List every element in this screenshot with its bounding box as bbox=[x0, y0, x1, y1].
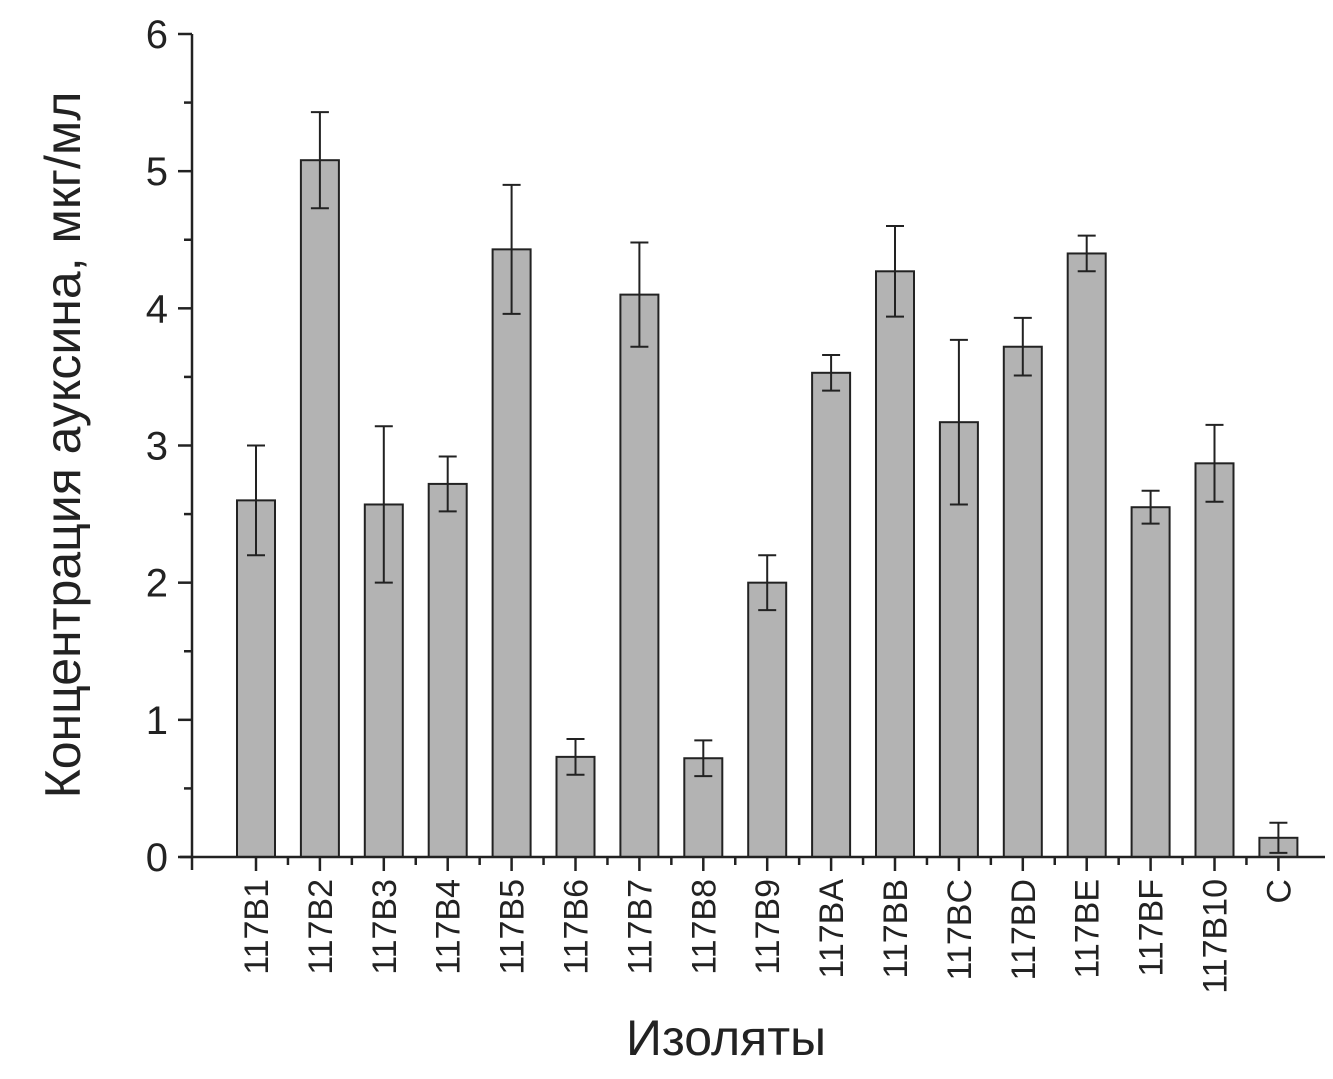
x-tick-label: 117B5 bbox=[494, 879, 532, 975]
x-tick-label: 117BB bbox=[877, 879, 915, 979]
x-tick-label: 117B8 bbox=[685, 879, 723, 975]
bar bbox=[747, 581, 788, 859]
y-tick-label: 6 bbox=[146, 13, 168, 57]
x-tick-label: 117B1 bbox=[238, 879, 276, 975]
bar bbox=[1194, 462, 1235, 858]
y-tick-label: 5 bbox=[146, 150, 168, 194]
y-tick-label: 0 bbox=[146, 836, 168, 880]
y-axis-ticks: 0 1 2 3 4 5 6 bbox=[146, 13, 192, 880]
x-tick-label: C bbox=[1260, 879, 1298, 904]
bar bbox=[875, 270, 915, 858]
bar bbox=[811, 371, 852, 858]
y-tick-label: 3 bbox=[146, 425, 168, 469]
y-tick-label: 1 bbox=[146, 699, 168, 743]
bar bbox=[1066, 252, 1107, 858]
x-tick-label: 117BD bbox=[1005, 879, 1043, 980]
x-axis-title: Изоляты bbox=[626, 1010, 826, 1066]
x-tick-label: 117B7 bbox=[621, 879, 659, 975]
bar bbox=[236, 499, 276, 858]
bar bbox=[619, 293, 660, 859]
bar bbox=[1130, 506, 1171, 858]
bar bbox=[683, 757, 724, 858]
bar bbox=[427, 482, 468, 858]
x-tick-label: 117BE bbox=[1069, 879, 1107, 979]
x-tick-label: 117B4 bbox=[430, 879, 468, 975]
x-tick-label: 117B6 bbox=[558, 879, 596, 975]
x-axis-ticks: 117B1 117B2 117B3 117B4 117B5 117B6 117B7 117B8… bbox=[238, 857, 1298, 994]
bar bbox=[299, 159, 340, 858]
y-tick-label: 4 bbox=[146, 287, 168, 331]
bars-group bbox=[236, 159, 1299, 859]
x-tick-label: 117BF bbox=[1133, 879, 1171, 977]
error-bars-group bbox=[247, 111, 1288, 854]
x-tick-label: 117B9 bbox=[749, 879, 787, 975]
x-tick-label: 117BC bbox=[941, 879, 979, 980]
x-tick-label: 117B10 bbox=[1197, 879, 1235, 994]
bar bbox=[1002, 345, 1043, 858]
x-tick-label: 117B3 bbox=[366, 879, 404, 975]
x-tick-label: 117B2 bbox=[302, 879, 340, 975]
y-tick-label: 2 bbox=[146, 562, 168, 606]
bar bbox=[491, 248, 532, 858]
x-tick-label: 117BA bbox=[813, 879, 851, 979]
y-axis-title: Концентрация ауксина, мкг/мл bbox=[35, 92, 91, 799]
